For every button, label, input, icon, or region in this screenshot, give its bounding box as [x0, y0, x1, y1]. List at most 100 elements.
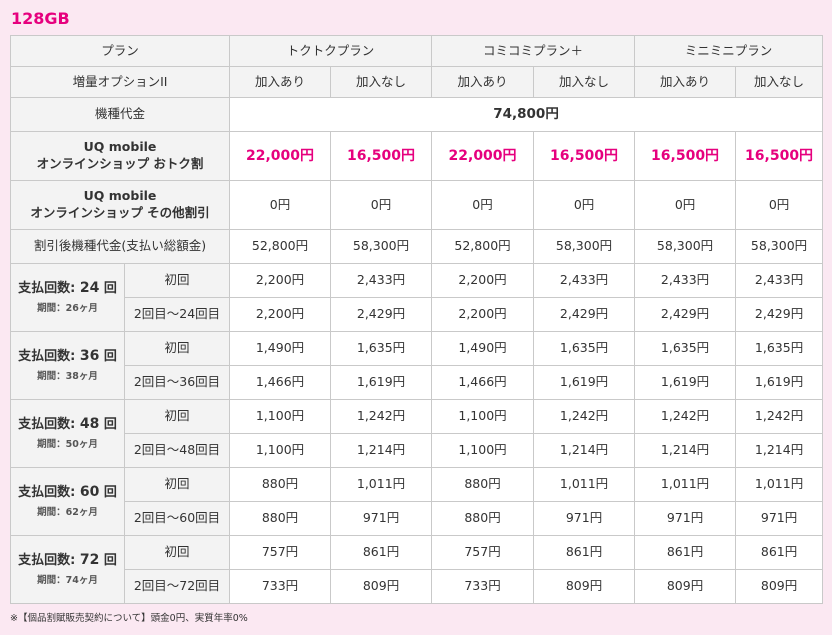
payment-count-suffix: 回 [99, 417, 117, 433]
payment-amount: 1,100円 [431, 399, 535, 434]
payment-amount: 880円 [431, 467, 535, 502]
payment-amount: 809円 [634, 569, 737, 604]
installment-row: 支払回数: 72 回期間：74ヶ月 初回 757円 861円 757円 861円 861円 8… [10, 535, 824, 604]
other-discount-row: UQ mobile オンラインショップ その他割引 0円 0円 0円 0円 0円… [9, 180, 824, 230]
payment-amount: 809円 [330, 569, 433, 604]
payment-period: 期間：62ヶ月 [37, 507, 98, 519]
option-cell: 加入あり [431, 66, 535, 98]
installment-row: 2回目～72回目 733円 809円 733円 809円 809円 809円 [11, 569, 824, 604]
payment-amount: 861円 [533, 535, 636, 570]
payment-amount: 1,100円 [229, 433, 332, 468]
payment-amount: 1,619円 [533, 365, 636, 400]
payment-count-suffix: 回 [99, 281, 117, 297]
payment-count-cell: 支払回数: 48 回期間：50ヶ月 [10, 399, 125, 468]
after-discount-value: 58,300円 [634, 229, 737, 264]
device-price-value: 74,800円 [229, 97, 824, 132]
online-discount-value: 16,500円 [330, 131, 433, 181]
after-discount-value: 58,300円 [330, 229, 433, 264]
payment-amount: 1,490円 [431, 331, 535, 366]
payment-amount: 2,200円 [431, 263, 535, 298]
payment-count-number: 72 [79, 552, 100, 569]
payment-amount: 861円 [634, 535, 737, 570]
payment-amount: 1,214円 [735, 433, 824, 468]
installment-row: 2回目～60回目 880円 971円 880円 971円 971円 971円 [11, 501, 824, 536]
device-price-label: 機種代金 [9, 97, 231, 132]
payment-period: 期間：38ヶ月 [37, 371, 98, 383]
payment-amount: 1,100円 [431, 433, 535, 468]
payment-amount: 2,429円 [330, 297, 433, 332]
other-discount-label: UQ mobile オンラインショップ その他割引 [9, 180, 231, 230]
payment-amount: 971円 [330, 501, 433, 536]
installment-row: 2回目～48回目 1,100円 1,214円 1,100円 1,214円 1,214円 1,… [11, 433, 824, 468]
payment-amount: 1,635円 [735, 331, 824, 366]
payment-count-cell: 支払回数: 60 回期間：62ヶ月 [10, 467, 125, 536]
plan-label: プラン [9, 35, 231, 67]
payment-amount: 880円 [229, 501, 332, 536]
payment-count-cell: 支払回数: 72 回期間：74ヶ月 [10, 535, 125, 604]
payment-amount: 1,242円 [735, 399, 824, 434]
payment-amount: 1,619円 [634, 365, 737, 400]
payment-amount: 1,635円 [533, 331, 636, 366]
installment-row: 2回目～24回目 2,200円 2,429円 2,200円 2,429円 2,429円 2,… [11, 297, 824, 332]
payment-count-suffix: 回 [99, 349, 117, 365]
option-header-row: 増量オプションII 加入あり 加入なし 加入あり 加入なし 加入あり 加入なし [9, 66, 824, 98]
payment-amount: 1,635円 [330, 331, 433, 366]
option-cell: 加入なし [533, 66, 636, 98]
installment-row: 2回目～36回目 1,466円 1,619円 1,466円 1,619円 1,619円 1,… [11, 365, 824, 400]
after-discount-value: 58,300円 [735, 229, 824, 264]
payment-amount: 880円 [431, 501, 535, 536]
payment-row-label: 初回 [123, 331, 231, 366]
payment-amount: 757円 [431, 535, 535, 570]
option-cell: 加入あり [634, 66, 737, 98]
payment-amount: 1,619円 [330, 365, 433, 400]
plan-tokutoku: トクトクプラン [229, 35, 433, 67]
payment-row-label: 2回目～24回目 [123, 297, 231, 332]
payment-row-label: 2回目～72回目 [123, 569, 231, 604]
online-discount-value: 16,500円 [735, 131, 824, 181]
payment-amount: 1,635円 [634, 331, 737, 366]
payment-amount: 2,200円 [431, 297, 535, 332]
payment-count-number: 48 [79, 416, 100, 433]
payment-count-number: 36 [79, 348, 100, 365]
price-table: プラン トクトクプラン コミコミプラン＋ ミニミニプラン 増量オプションII 加… [9, 35, 824, 604]
other-discount-value: 0円 [634, 180, 737, 230]
payment-amount: 1,011円 [533, 467, 636, 502]
online-discount-value: 22,000円 [431, 131, 535, 181]
installment-row: 支払回数: 60 回期間：62ヶ月 初回 880円 1,011円 880円 1,011円 1… [10, 467, 824, 536]
payment-amount: 880円 [229, 467, 332, 502]
other-discount-value: 0円 [533, 180, 636, 230]
payment-amount: 2,433円 [634, 263, 737, 298]
payment-amount: 861円 [330, 535, 433, 570]
payment-count-prefix: 支払回数: [18, 349, 80, 365]
payment-amount: 1,011円 [735, 467, 824, 502]
payment-amount: 971円 [735, 501, 824, 536]
online-discount-label-line1: UQ mobile [83, 139, 157, 155]
other-discount-value: 0円 [431, 180, 535, 230]
plan-header-row: プラン トクトクプラン コミコミプラン＋ ミニミニプラン [9, 35, 824, 67]
other-discount-label-line2: オンラインショップ その他割引 [30, 205, 210, 220]
payment-amount: 2,429円 [634, 297, 737, 332]
payment-amount: 2,433円 [735, 263, 824, 298]
other-discount-label-line1: UQ mobile [83, 188, 157, 204]
payment-amount: 733円 [229, 569, 332, 604]
payment-amount: 861円 [735, 535, 824, 570]
payment-count-number: 24 [79, 280, 100, 297]
payment-amount: 2,429円 [533, 297, 636, 332]
payment-row-label: 初回 [123, 263, 231, 298]
payment-amount: 1,242円 [533, 399, 636, 434]
payment-amount: 1,214円 [634, 433, 737, 468]
payment-row-label: 2回目～36回目 [123, 365, 231, 400]
payment-amount: 809円 [533, 569, 636, 604]
payment-period: 期間：50ヶ月 [37, 439, 98, 451]
payment-row-label: 2回目～60回目 [123, 501, 231, 536]
payment-count-prefix: 支払回数: [18, 281, 80, 297]
after-discount-label: 割引後機種代金(支払い総額金) [9, 229, 231, 264]
installment-row: 支払回数: 36 回期間：38ヶ月 初回 1,490円 1,635円 1,490円 1,6… [10, 331, 824, 400]
online-discount-value: 22,000円 [229, 131, 332, 181]
payment-period: 期間：26ヶ月 [37, 303, 98, 315]
payment-amount: 1,619円 [735, 365, 824, 400]
online-discount-value: 16,500円 [634, 131, 737, 181]
payment-amount: 1,011円 [634, 467, 737, 502]
payment-count-suffix: 回 [99, 485, 117, 501]
payment-amount: 1,214円 [330, 433, 433, 468]
